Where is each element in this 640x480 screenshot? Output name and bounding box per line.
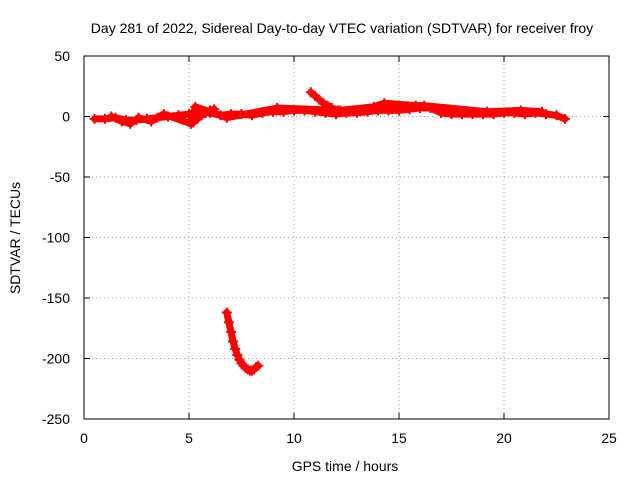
data-point [133,112,144,123]
data-point [89,113,100,124]
data-point [221,307,232,318]
axis-ticks: 0 5 10 15 20 25 -250 -200 -150 -100 -50 0 50 [42,48,617,446]
series-descent-near-5h [188,104,220,128]
chart-title: Day 281 of 2022, Sidereal Day-to-day VTE… [91,20,593,36]
data-point [559,113,570,124]
data-point [146,116,157,127]
y-tick-label: -50 [50,169,70,185]
data-point [226,326,236,337]
series-low-arc [221,307,264,376]
data-point [100,113,110,124]
y-axis-label: SDTVAR / TECUs [7,182,23,294]
data-point [419,100,430,111]
data-point [158,109,169,120]
y-tick-label: -100 [42,230,70,246]
x-tick-label: 20 [496,430,512,446]
data-point [383,105,394,116]
data-point [253,360,264,371]
series-trace [107,99,546,128]
data-point [326,103,337,114]
data-point [515,105,526,116]
data-point [190,101,201,112]
data-point [228,336,239,347]
data-point [106,111,117,122]
x-tick-label: 25 [601,430,617,446]
data-point [223,317,234,328]
data-series [89,87,570,376]
data-point [232,349,243,360]
data-point [551,110,562,121]
data-point [410,100,421,111]
y-tick-label: -200 [42,351,70,367]
data-point [125,118,136,129]
x-tick-label: 10 [286,430,302,446]
data-point [536,106,547,117]
x-tick-label: 0 [80,430,88,446]
y-tick-label: -150 [42,290,70,306]
series-arc-near-11h [305,87,344,116]
data-point [116,116,127,127]
data-point [221,112,232,123]
y-tick-label: -250 [42,411,70,427]
data-point [333,105,344,116]
data-point [230,343,241,354]
y-tick-label: 0 [62,109,70,125]
data-point [272,103,283,114]
x-tick-label: 5 [185,430,193,446]
x-axis-label: GPS time / hours [292,458,399,474]
data-point [209,104,220,115]
data-point [379,98,390,109]
data-point [482,106,493,117]
data-point [368,101,379,112]
data-point [251,361,262,372]
x-tick-label: 15 [391,430,407,446]
series-band-spread [106,98,547,129]
y-tick-label: 50 [54,48,70,64]
